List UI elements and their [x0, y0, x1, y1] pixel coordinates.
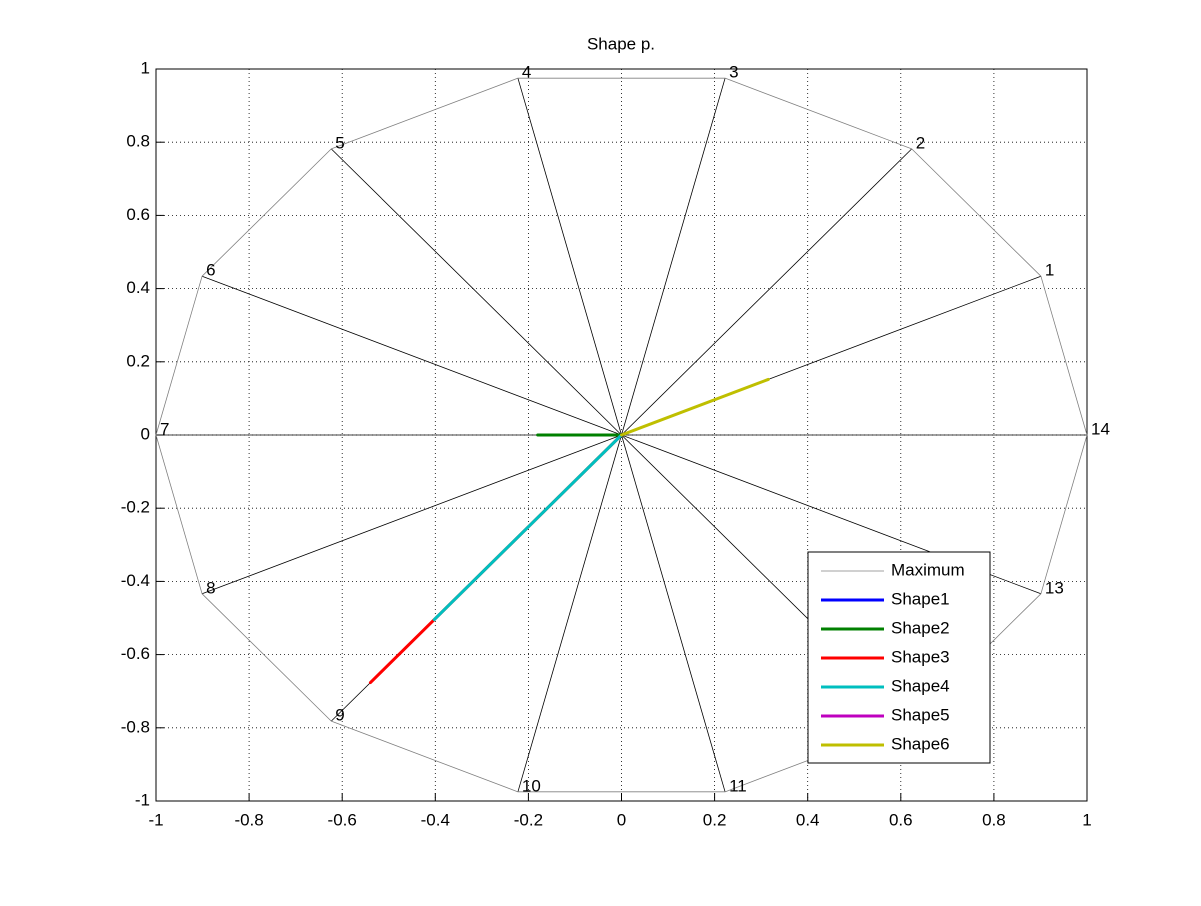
y-tick-label: -1 — [135, 790, 150, 809]
y-tick-label: -0.6 — [121, 644, 150, 663]
y-tick-label: -0.2 — [121, 498, 150, 517]
spoke-label: 14 — [1091, 419, 1110, 438]
spoke-label: 5 — [335, 133, 344, 152]
spoke — [621, 78, 726, 436]
y-tick-label: -0.8 — [121, 717, 150, 736]
legend-label: Shape4 — [891, 676, 950, 695]
spoke — [621, 148, 913, 436]
x-tick-label: 1 — [1082, 810, 1091, 829]
spoke — [201, 275, 622, 436]
spoke-label: 7 — [160, 419, 169, 438]
spoke — [517, 434, 622, 792]
spoke-label: 4 — [522, 63, 531, 82]
legend-label: Shape3 — [891, 647, 950, 666]
series-shape — [620, 377, 770, 437]
spoke-label: 2 — [916, 133, 925, 152]
x-tick-label: 0.2 — [703, 810, 727, 829]
x-tick-label: -0.2 — [514, 810, 543, 829]
y-tick-label: 0.8 — [126, 132, 150, 151]
legend-label: Shape6 — [891, 734, 950, 753]
spoke — [330, 148, 622, 436]
series-shape — [155, 77, 1088, 793]
legend-label: Shape5 — [891, 705, 950, 724]
x-tick-label: -1 — [148, 810, 163, 829]
x-tick-label: 0.6 — [889, 810, 913, 829]
x-tick-label: 0.8 — [982, 810, 1006, 829]
legend-label: Shape1 — [891, 589, 950, 608]
x-tick-label: 0 — [617, 810, 626, 829]
legend-label: Shape2 — [891, 618, 950, 637]
spoke-label: 6 — [206, 261, 215, 280]
y-tick-label: 0 — [141, 424, 150, 443]
chart-title: Shape p. — [587, 34, 655, 53]
series-shape — [432, 433, 623, 622]
y-tick-label: 1 — [141, 58, 150, 77]
spoke-label: 1 — [1045, 261, 1054, 280]
spoke-label: 10 — [522, 776, 541, 795]
legend-label: Maximum — [891, 560, 965, 579]
spoke — [621, 434, 726, 792]
spoke-label: 13 — [1045, 578, 1064, 597]
spoke-label: 3 — [729, 63, 738, 82]
spoke-label: 9 — [335, 706, 344, 725]
y-tick-label: 0.4 — [126, 278, 150, 297]
spoke — [517, 78, 622, 436]
x-tick-label: 0.4 — [796, 810, 820, 829]
x-tick-label: -0.6 — [328, 810, 357, 829]
x-tick-label: -0.8 — [234, 810, 263, 829]
y-tick-label: 0.6 — [126, 205, 150, 224]
spoke-label: 11 — [729, 776, 747, 795]
y-tick-label: -0.4 — [121, 571, 150, 590]
spoke — [201, 434, 622, 595]
y-tick-label: 0.2 — [126, 351, 150, 370]
x-tick-label: -0.4 — [421, 810, 450, 829]
spoke-label: 8 — [206, 578, 215, 597]
